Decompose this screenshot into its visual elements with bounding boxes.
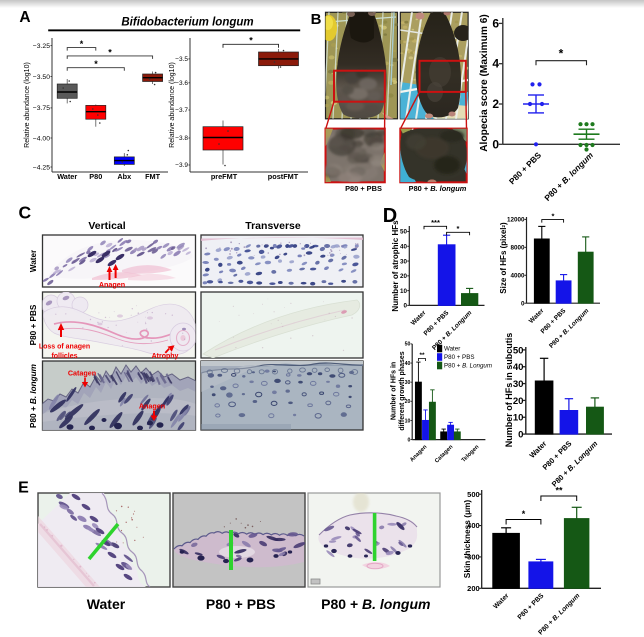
svg-text:P80 + PBS: P80 + PBS [444, 354, 474, 361]
svg-text:Relative abundance (log10): Relative abundance (log10) [169, 62, 176, 148]
svg-text:Anagen: Anagen [99, 280, 125, 289]
svg-text:*: * [522, 509, 526, 519]
svg-text:E: E [18, 480, 29, 497]
svg-text:Water: Water [57, 172, 77, 181]
svg-text:Abx: Abx [117, 172, 131, 181]
svg-text:*: * [249, 36, 253, 46]
svg-text:20: 20 [400, 273, 408, 280]
svg-text:10: 10 [400, 288, 408, 295]
svg-text:300: 300 [467, 553, 480, 562]
svg-text:−3.75: −3.75 [33, 105, 50, 112]
svg-text:Number of HFs in subcutis: Number of HFs in subcutis [504, 333, 514, 448]
svg-text:Skin thickness (μm): Skin thickness (μm) [462, 500, 472, 579]
svg-text:*: * [94, 59, 98, 69]
svg-text:20: 20 [513, 396, 524, 407]
svg-text:−4.25: −4.25 [33, 164, 50, 171]
svg-text:8000: 8000 [510, 245, 525, 252]
svg-text:−3.8: −3.8 [175, 135, 188, 142]
svg-text:−3.5: −3.5 [175, 56, 188, 63]
svg-text:P80 + B. Longum: P80 + B. Longum [444, 363, 492, 370]
svg-text:−3.6: −3.6 [175, 80, 188, 87]
svg-text:A: A [19, 9, 30, 26]
svg-text:6: 6 [492, 16, 499, 30]
svg-text:follicles: follicles [51, 353, 77, 360]
svg-text:Anagen: Anagen [139, 402, 165, 411]
svg-text:Number of atrophic HFs: Number of atrophic HFs [391, 220, 400, 312]
svg-text:*: * [457, 224, 460, 233]
svg-text:Alopecia score (Maximum 6): Alopecia score (Maximum 6) [479, 14, 490, 152]
svg-text:P80 + B. longum: P80 + B. longum [409, 184, 467, 193]
svg-text:***: *** [431, 218, 440, 227]
svg-text:Water: Water [444, 346, 460, 353]
svg-text:0: 0 [492, 137, 499, 151]
svg-text:Size of HFs (pixel2): Size of HFs (pixel2) [499, 222, 508, 294]
svg-text:D: D [383, 205, 397, 227]
svg-text:0: 0 [518, 430, 523, 441]
svg-text:Vertical: Vertical [88, 220, 125, 232]
svg-text:2: 2 [492, 97, 499, 111]
svg-text:P80: P80 [89, 172, 102, 181]
svg-text:Bifidobacterium longum: Bifidobacterium longum [121, 17, 253, 29]
svg-text:Atrophy: Atrophy [152, 353, 179, 360]
svg-text:*: * [108, 47, 112, 57]
svg-text:−3.7: −3.7 [175, 107, 188, 114]
svg-text:0: 0 [521, 300, 525, 307]
svg-text:12000: 12000 [507, 217, 525, 224]
svg-text:50: 50 [513, 345, 524, 356]
svg-text:40: 40 [513, 362, 524, 373]
svg-text:C: C [18, 203, 31, 223]
svg-text:FMT: FMT [145, 172, 161, 181]
svg-text:−3.9: −3.9 [175, 162, 188, 169]
svg-text:preFMT: preFMT [211, 172, 238, 181]
svg-text:B: B [311, 11, 322, 28]
svg-text:Catagen: Catagen [68, 369, 96, 378]
svg-text:10: 10 [405, 418, 411, 424]
svg-text:20: 20 [405, 399, 411, 405]
svg-text:Water: Water [87, 596, 126, 612]
svg-text:0: 0 [408, 437, 411, 443]
svg-text:10: 10 [513, 413, 524, 424]
svg-text:40: 40 [405, 361, 411, 367]
svg-text:30: 30 [400, 258, 408, 265]
svg-text:30: 30 [405, 380, 411, 386]
svg-text:200: 200 [467, 584, 480, 593]
svg-text:−3.25: −3.25 [33, 43, 50, 50]
svg-text:−4.00: −4.00 [33, 135, 50, 142]
svg-text:Transverse: Transverse [245, 220, 301, 232]
svg-text:4: 4 [492, 57, 499, 71]
svg-text:4000: 4000 [510, 272, 525, 279]
svg-text:**: ** [419, 352, 425, 359]
svg-text:P80 + B. longum: P80 + B. longum [321, 596, 430, 612]
svg-text:*: * [80, 39, 84, 49]
svg-text:400: 400 [467, 521, 480, 530]
svg-text:*: * [559, 47, 564, 61]
svg-text:P80 + PBS: P80 + PBS [29, 304, 38, 345]
svg-text:40: 40 [400, 243, 408, 250]
svg-text:Water: Water [29, 249, 38, 272]
svg-text:50: 50 [405, 342, 411, 348]
svg-text:0: 0 [403, 303, 407, 310]
svg-text:P80 + PBS: P80 + PBS [345, 184, 382, 193]
svg-text:P80 + B. longum: P80 + B. longum [29, 364, 38, 428]
svg-text:−3.50: −3.50 [33, 74, 50, 81]
svg-text:Number of HFs in: Number of HFs in [391, 362, 398, 420]
svg-text:Loss of anagen: Loss of anagen [39, 344, 90, 351]
svg-text:P80 + PBS: P80 + PBS [206, 596, 276, 612]
svg-text:Relative abundance (log10): Relative abundance (log10) [24, 62, 31, 148]
svg-text:30: 30 [513, 379, 524, 390]
svg-text:postFMT: postFMT [268, 172, 299, 181]
svg-text:*: * [552, 211, 555, 220]
svg-text:50: 50 [400, 229, 408, 236]
svg-text:500: 500 [467, 490, 480, 499]
svg-text:different growth phases: different growth phases [399, 351, 406, 430]
svg-text:**: ** [555, 486, 563, 496]
